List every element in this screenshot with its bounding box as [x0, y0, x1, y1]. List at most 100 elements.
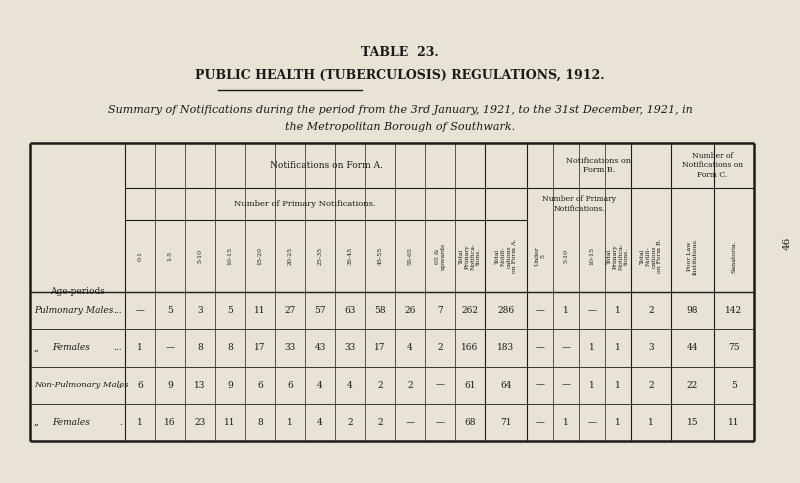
Text: 2: 2: [347, 418, 353, 427]
Text: 5-10: 5-10: [198, 249, 202, 263]
Text: 1: 1: [615, 418, 621, 427]
Text: 6: 6: [287, 381, 293, 390]
Text: 33: 33: [284, 343, 296, 353]
Text: 17: 17: [254, 343, 266, 353]
Text: Under
5: Under 5: [534, 246, 546, 266]
Text: 15: 15: [686, 418, 698, 427]
Text: the Metropolitan Borough of Southwark.: the Metropolitan Borough of Southwark.: [285, 122, 515, 132]
Text: 6: 6: [137, 381, 143, 390]
Text: 15-20: 15-20: [258, 247, 262, 265]
Text: 68: 68: [464, 418, 476, 427]
Text: 5: 5: [731, 381, 737, 390]
Text: .: .: [119, 418, 122, 427]
Text: 2: 2: [648, 306, 654, 315]
Text: Non-Pulmonary Males: Non-Pulmonary Males: [34, 381, 129, 389]
Text: 1: 1: [137, 418, 143, 427]
Text: PUBLIC HEALTH (TUBERCULOSIS) REGULATIONS, 1912.: PUBLIC HEALTH (TUBERCULOSIS) REGULATIONS…: [195, 69, 605, 82]
Text: 11: 11: [728, 418, 740, 427]
Text: Sanatoria.: Sanatoria.: [731, 240, 737, 272]
Text: 10-15: 10-15: [590, 247, 594, 265]
Text: 1: 1: [563, 418, 569, 427]
Text: Total
Notifi-
cations
on Form B.: Total Notifi- cations on Form B.: [640, 239, 662, 273]
Text: —: —: [166, 343, 174, 353]
Text: 5: 5: [167, 306, 173, 315]
Text: Summary of Notifications during the period from the 3rd January, 1921, to the 31: Summary of Notifications during the peri…: [108, 105, 692, 115]
Text: ..: ..: [116, 381, 122, 390]
Text: 22: 22: [687, 381, 698, 390]
Text: 142: 142: [726, 306, 742, 315]
Text: 55-65: 55-65: [407, 247, 413, 265]
Text: 26: 26: [404, 306, 416, 315]
Text: Number of Primary Notifications.: Number of Primary Notifications.: [234, 200, 376, 208]
Text: 5: 5: [227, 306, 233, 315]
Text: —: —: [435, 381, 445, 390]
Text: 1: 1: [589, 381, 595, 390]
Text: 183: 183: [498, 343, 514, 353]
Text: 4: 4: [317, 418, 323, 427]
Text: 44: 44: [686, 343, 698, 353]
Text: 2: 2: [437, 343, 443, 353]
Text: 4: 4: [347, 381, 353, 390]
Text: 2: 2: [407, 381, 413, 390]
Text: 262: 262: [462, 306, 478, 315]
Text: —: —: [535, 418, 545, 427]
Text: 46: 46: [782, 236, 791, 250]
Text: 1: 1: [648, 418, 654, 427]
Text: 57: 57: [314, 306, 326, 315]
Text: 11: 11: [254, 306, 266, 315]
Text: ,,: ,,: [34, 418, 40, 427]
Text: —: —: [435, 418, 445, 427]
Text: 2: 2: [648, 381, 654, 390]
Text: Notifications on
Form B.: Notifications on Form B.: [566, 157, 631, 174]
Text: 9: 9: [167, 381, 173, 390]
Text: ...: ...: [114, 306, 122, 315]
Text: 0-1: 0-1: [138, 251, 142, 261]
Text: 64: 64: [500, 381, 512, 390]
Text: Pulmonary Males: Pulmonary Males: [34, 306, 114, 315]
Text: 2: 2: [377, 381, 383, 390]
Text: 9: 9: [227, 381, 233, 390]
Text: 8: 8: [197, 343, 203, 353]
Text: —: —: [562, 381, 570, 390]
Text: 17: 17: [374, 343, 386, 353]
Text: 4: 4: [407, 343, 413, 353]
Text: Number of Primary
Notifications.: Number of Primary Notifications.: [542, 196, 616, 213]
Text: 63: 63: [344, 306, 356, 315]
Text: 10-15: 10-15: [227, 247, 233, 265]
Text: —: —: [587, 418, 597, 427]
Text: 6: 6: [257, 381, 263, 390]
Text: ,,: ,,: [34, 343, 40, 353]
Text: Total
Notifi-
cations
on Form A.: Total Notifi- cations on Form A.: [494, 239, 518, 273]
Text: 166: 166: [462, 343, 478, 353]
Text: 3: 3: [648, 343, 654, 353]
Text: 7: 7: [437, 306, 443, 315]
Text: —: —: [535, 306, 545, 315]
Text: 71: 71: [500, 418, 512, 427]
Text: 65 &
upwards: 65 & upwards: [434, 242, 446, 270]
Text: —: —: [587, 306, 597, 315]
Text: Age-periods: Age-periods: [50, 287, 105, 297]
Text: 1: 1: [287, 418, 293, 427]
Text: Notifications on Form A.: Notifications on Form A.: [270, 161, 382, 170]
Text: —: —: [535, 381, 545, 390]
Text: Total
Primary
Notifica-
tions.: Total Primary Notifica- tions.: [459, 243, 482, 270]
Text: 1: 1: [563, 306, 569, 315]
Text: 11: 11: [224, 418, 236, 427]
Text: 98: 98: [686, 306, 698, 315]
Text: Poor Law
Institutions.: Poor Law Institutions.: [687, 237, 698, 275]
Text: 16: 16: [164, 418, 176, 427]
Text: —: —: [562, 343, 570, 353]
Text: Total
Primary
Notifica-
tions.: Total Primary Notifica- tions.: [606, 243, 630, 270]
Text: 1: 1: [137, 343, 143, 353]
Text: —: —: [135, 306, 145, 315]
Text: 75: 75: [728, 343, 740, 353]
Text: 43: 43: [314, 343, 326, 353]
Text: 1: 1: [615, 381, 621, 390]
Text: —: —: [535, 343, 545, 353]
Text: 61: 61: [464, 381, 476, 390]
Text: 13: 13: [194, 381, 206, 390]
Text: 45-55: 45-55: [378, 247, 382, 265]
Text: 27: 27: [284, 306, 296, 315]
Text: 1-5: 1-5: [167, 251, 173, 261]
Text: 5-10: 5-10: [563, 249, 569, 263]
